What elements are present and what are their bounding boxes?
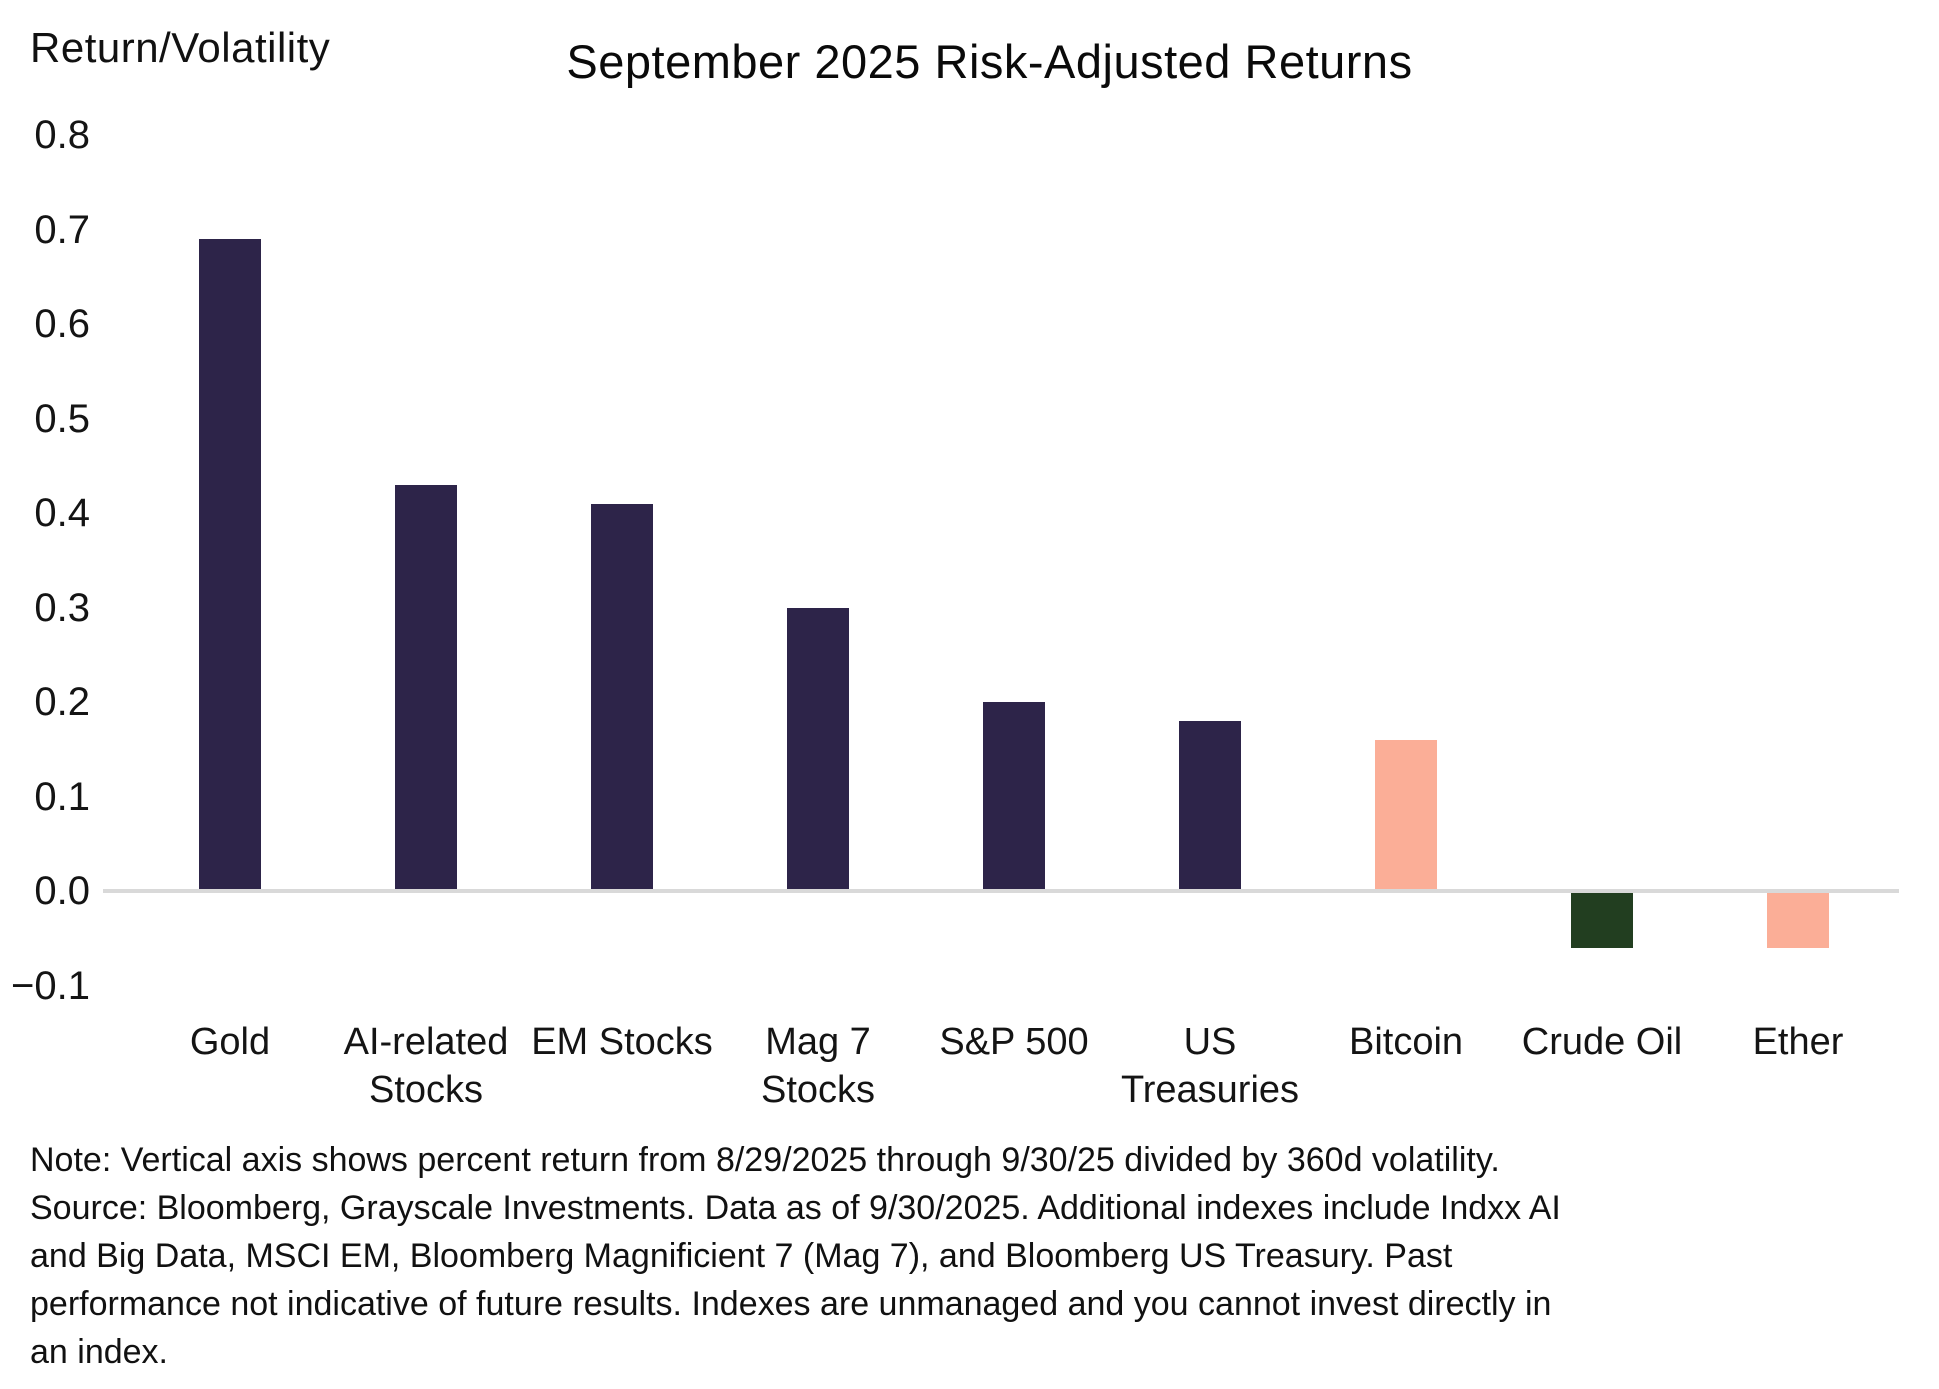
y-tick-label: 0.1: [34, 774, 90, 819]
bar-ai-related-stocks: [395, 484, 457, 891]
x-label-mag-7-stocks: Mag 7 Stocks: [698, 1018, 938, 1114]
x-label-line: Mag 7: [765, 1021, 871, 1063]
x-label-ai-related-stocks: AI-related Stocks: [306, 1018, 546, 1114]
footnote-line: and Big Data, MSCI EM, Bloomberg Magnifi…: [30, 1237, 1453, 1275]
footnote-line: Note: Vertical axis shows percent return…: [30, 1141, 1500, 1179]
x-label-em-stocks: EM Stocks: [502, 1018, 742, 1066]
bar-gold: [199, 238, 261, 891]
y-axis-title: Return/Volatility: [30, 24, 331, 71]
x-label-line: Ether: [1752, 1021, 1844, 1063]
bar-bitcoin: [1375, 739, 1437, 891]
bar-us-treasuries: [1179, 720, 1241, 891]
x-label-line: Treasuries: [1120, 1069, 1300, 1111]
y-tick-label: 0.5: [34, 396, 90, 441]
x-label-ether: Ether: [1678, 1018, 1918, 1066]
y-tick-label: 0.6: [34, 302, 90, 346]
x-label-bitcoin: Bitcoin: [1286, 1018, 1526, 1066]
x-label-line: Stocks: [368, 1069, 484, 1111]
x-label-line: Crude Oil: [1521, 1021, 1683, 1063]
x-label-line: AI-related: [343, 1021, 509, 1063]
footnote: Note: Vertical axis shows percent return…: [30, 1136, 1890, 1376]
x-label-gold: Gold: [110, 1018, 350, 1066]
y-tick-label: 0.4: [34, 491, 90, 535]
x-label-line: S&P 500: [939, 1021, 1089, 1063]
chart-title: September 2025 Risk-Adjusted Returns: [566, 35, 1413, 88]
x-label-us-treasuries: US Treasuries: [1090, 1018, 1330, 1114]
footnote-line: Source: Bloomberg, Grayscale Investments…: [30, 1189, 1561, 1227]
zero-axis-line: [103, 889, 1899, 893]
x-label-s-p-500: S&P 500: [894, 1018, 1134, 1066]
y-tick-label: 0.7: [34, 207, 90, 252]
y-tick-label: 0.3: [34, 585, 90, 630]
y-tick-label: −0.1: [11, 963, 90, 1008]
y-tick-label: 0.8: [34, 113, 90, 157]
bar-ether: [1767, 891, 1829, 948]
x-label-line: US: [1183, 1021, 1237, 1063]
y-tick-label: 0.2: [34, 680, 90, 724]
footnote-line: performance not indicative of future res…: [30, 1285, 1552, 1323]
y-tick-label: 0.0: [34, 869, 90, 913]
bar-s-p-500: [983, 702, 1045, 891]
bar-crude-oil: [1571, 891, 1633, 948]
x-label-line: Gold: [189, 1021, 271, 1063]
x-label-line: Stocks: [760, 1069, 876, 1111]
x-label-crude-oil: Crude Oil: [1482, 1018, 1722, 1066]
bar-em-stocks: [591, 503, 653, 891]
footnote-line: an index.: [30, 1333, 168, 1371]
bar-mag-7-stocks: [787, 607, 849, 891]
x-label-line: EM Stocks: [531, 1021, 713, 1063]
x-label-line: Bitcoin: [1348, 1021, 1464, 1063]
